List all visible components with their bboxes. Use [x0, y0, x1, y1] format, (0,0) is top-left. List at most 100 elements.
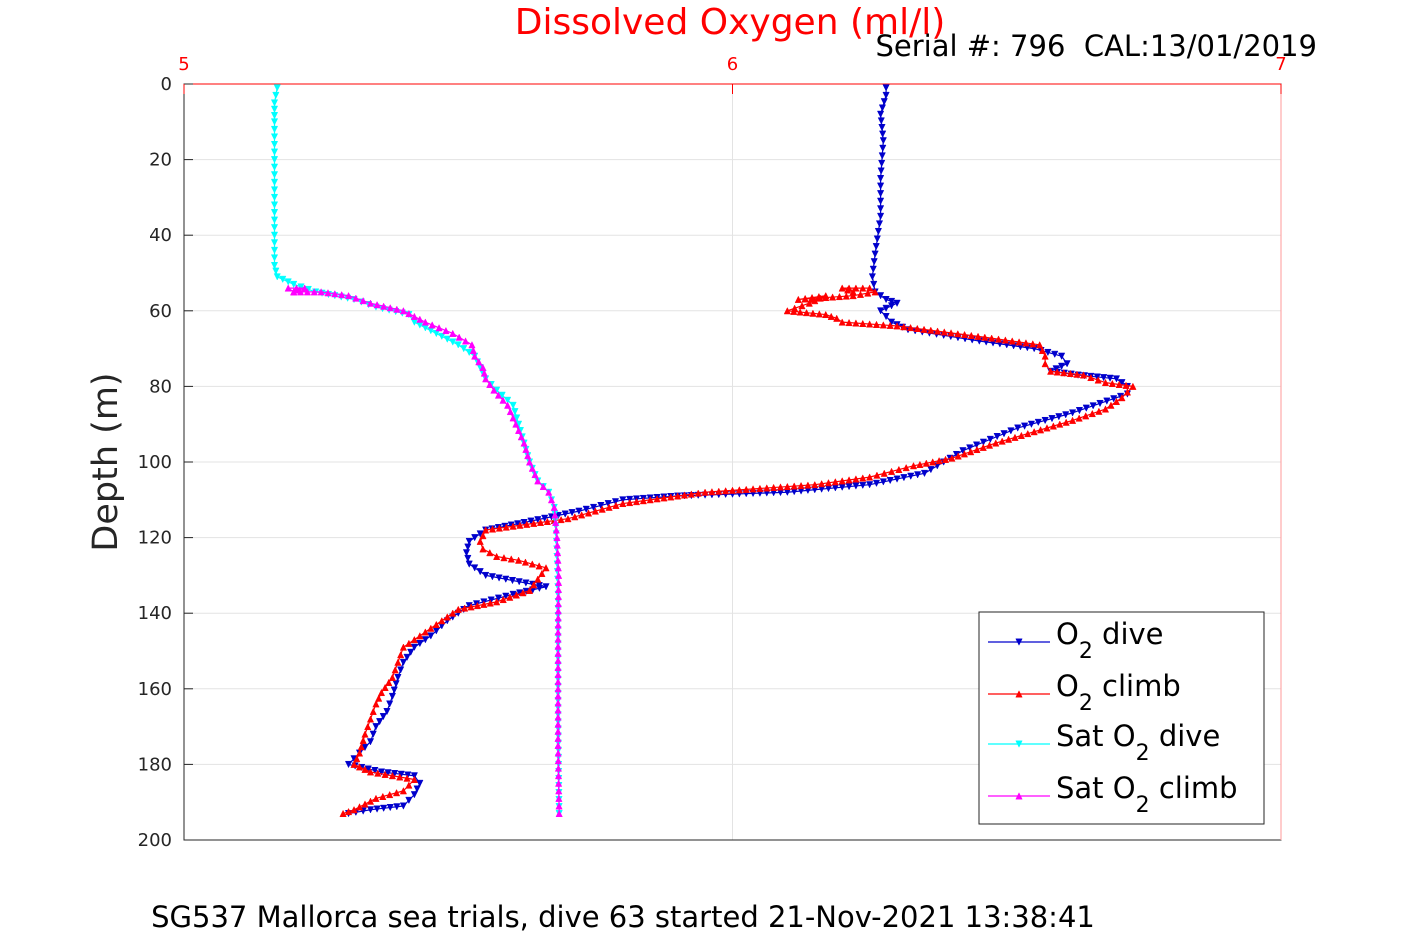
data-point — [1093, 373, 1101, 381]
data-point — [416, 639, 424, 648]
data-point — [1041, 359, 1049, 368]
data-point — [866, 320, 874, 328]
data-point — [512, 420, 520, 428]
data-point — [791, 304, 799, 312]
data-point — [909, 462, 918, 470]
data-point — [392, 788, 401, 797]
data-point — [554, 670, 562, 679]
data-point — [270, 112, 279, 120]
y-tick-label: 120 — [138, 528, 172, 549]
data-point — [568, 509, 576, 517]
data-point — [887, 467, 896, 475]
data-point — [1062, 411, 1070, 419]
data-point — [824, 479, 833, 487]
legend-swatch-marker — [1015, 690, 1023, 698]
data-point — [539, 482, 547, 491]
data-point — [1089, 402, 1097, 410]
data-point — [379, 713, 387, 721]
data-point — [914, 471, 922, 479]
data-point — [552, 518, 560, 526]
data-point — [393, 803, 401, 811]
data-point — [1110, 395, 1118, 403]
data-point — [509, 590, 517, 599]
y-axis-ticks: 0 20 40 60 80 100 120 140 160 180 200 — [138, 74, 193, 851]
data-point — [403, 653, 411, 662]
data-point — [880, 98, 888, 106]
data-point — [535, 584, 544, 593]
data-point — [284, 284, 292, 292]
data-point — [852, 319, 860, 327]
data-point — [498, 391, 506, 399]
data-point — [838, 284, 846, 292]
data-point — [554, 677, 562, 686]
data-point — [900, 323, 908, 331]
data-point — [555, 571, 563, 579]
data-point — [1123, 388, 1132, 396]
data-point — [794, 295, 802, 303]
data-point — [535, 562, 543, 570]
data-point — [845, 318, 853, 327]
data-point — [480, 600, 488, 608]
data-point — [338, 290, 346, 299]
data-point — [284, 278, 292, 286]
data-point — [927, 466, 935, 474]
legend-item-sat-o2-dive: Sat O2 dive — [988, 719, 1220, 766]
data-point — [1101, 378, 1110, 387]
data-point — [374, 769, 382, 777]
data-point — [454, 341, 462, 349]
data-point — [528, 464, 536, 472]
data-point — [386, 700, 394, 708]
data-point — [871, 288, 879, 296]
data-point — [516, 521, 524, 529]
data-point — [455, 333, 463, 341]
data-point — [543, 517, 551, 525]
data-point — [388, 692, 397, 701]
data-point — [986, 435, 994, 444]
data-point — [270, 133, 279, 141]
data-point — [591, 507, 599, 515]
data-point — [471, 564, 479, 572]
y-tick-label: 0 — [161, 74, 172, 95]
data-point — [701, 488, 709, 496]
data-point — [390, 686, 398, 694]
legend-item-o2-dive: O2 dive — [988, 617, 1164, 664]
data-point — [339, 809, 347, 817]
data-point — [801, 295, 809, 303]
data-point — [379, 792, 387, 800]
data-point — [1011, 433, 1019, 441]
legend-item-sat-o2-climb: Sat O2 climb — [988, 771, 1238, 818]
data-point — [1017, 431, 1025, 439]
data-point — [554, 764, 563, 772]
data-point — [805, 299, 813, 307]
data-point — [612, 501, 620, 509]
data-point — [876, 190, 885, 198]
data-point — [619, 499, 627, 508]
data-point — [355, 763, 364, 771]
data-point — [384, 769, 392, 777]
data-point — [366, 715, 375, 723]
data-point — [882, 304, 890, 313]
data-point — [350, 760, 358, 768]
data-point — [849, 288, 857, 296]
data-point — [554, 734, 562, 742]
data-point — [270, 193, 279, 202]
data-point — [524, 451, 532, 460]
data-point — [554, 692, 562, 700]
data-point — [366, 299, 375, 307]
data-point — [464, 543, 472, 551]
data-point — [270, 224, 279, 232]
data-point — [1073, 370, 1081, 378]
data-point — [405, 796, 413, 805]
data-point — [522, 445, 530, 453]
data-point — [270, 156, 279, 164]
data-point — [495, 524, 503, 532]
data-point — [876, 110, 885, 118]
data-point — [554, 599, 562, 608]
data-point — [534, 575, 542, 583]
data-point — [502, 575, 510, 583]
data-point — [386, 304, 394, 312]
x-tick-label: 7 — [1275, 54, 1286, 75]
data-point — [653, 495, 661, 503]
data-point — [372, 700, 380, 708]
data-point — [521, 558, 530, 566]
